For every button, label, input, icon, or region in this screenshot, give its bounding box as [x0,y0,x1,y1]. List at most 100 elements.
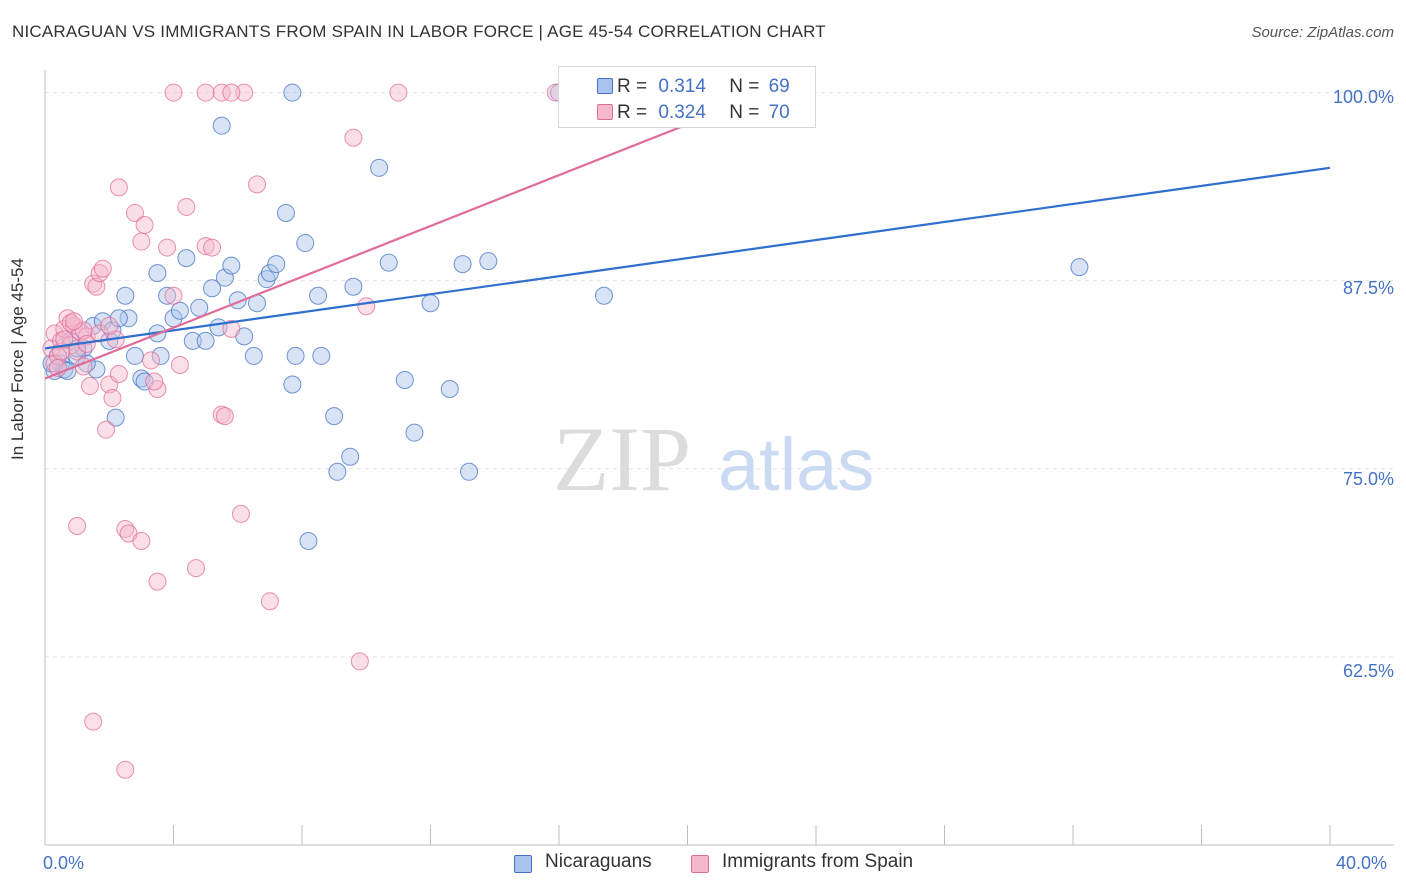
y-tick-100: 100.0% [1332,87,1394,107]
spain-point-39 [222,319,241,338]
spain-point-45 [357,297,376,316]
data-points [42,83,1089,779]
nicaraguans-point-36 [312,346,331,365]
spain-point-43 [344,128,363,147]
spain-point-27 [142,351,161,370]
nicaraguans-point-42 [379,253,398,272]
spain-point-47 [116,760,135,779]
spain-point-36 [203,238,222,257]
nicaraguans-point-46 [440,380,459,399]
y-tick-75: 75.0% [1342,469,1394,489]
nicaraguans-point-35 [309,286,328,305]
nicaraguans-point-37 [325,407,344,426]
spain-point-61 [64,312,83,331]
chart-source: Source: ZipAtlas.com [1251,24,1394,41]
spain-point-54 [68,516,87,535]
spain-trend-line [44,91,769,380]
nicaraguans-point-48 [460,462,479,481]
legend-swatch-pink [597,104,613,120]
nicaraguans-point-21 [196,331,215,350]
legend-n-label: N = [729,102,760,123]
spain-point-62 [55,330,74,349]
spain-point-17 [97,420,116,439]
x-tick-min: 0.0% [43,853,85,873]
nicaraguans-point-20 [190,298,209,317]
legend-label-nicaraguans: Nicaraguans [545,851,652,872]
spain-point-26 [135,216,154,234]
spain-point-42 [260,592,279,611]
watermark: ZIP atlas [553,408,874,510]
nicaraguans-point-30 [260,264,279,283]
spain-point-52 [235,83,254,102]
nicaraguans-point-18 [170,301,189,320]
nicaraguans-point-40 [344,277,363,296]
spain-point-16 [93,259,112,278]
spain-point-41 [248,175,267,194]
legend-swatch-blue [514,855,532,873]
spain-point-14 [87,277,106,296]
nicaraguans-point-22 [203,279,222,298]
nicaraguans-trend-line [44,166,1331,350]
spain-point-38 [215,407,234,426]
nicaraguans-point-32 [276,203,295,222]
nicaraguans-point-44 [405,423,424,442]
spain-point-35 [196,237,215,256]
nicaraguans-point-50 [106,408,125,427]
axes [44,70,1394,846]
nicaraguans-point-49 [479,252,498,271]
spain-point-65 [100,316,119,335]
legend-swatch-blue [597,78,613,94]
watermark-zip: ZIP [553,408,691,510]
spain-point-21 [109,178,128,197]
nicaraguans-point-47 [453,255,472,274]
spain-point-25 [132,232,151,251]
nicaraguans-point-43 [395,371,414,389]
nicaraguans-point-55 [177,249,196,268]
legend-item-spain: Immigrants from Spain [691,851,914,873]
legend-label-spain: Immigrants from Spain [722,851,914,872]
spain-point-1 [45,324,64,343]
spain-point-19 [103,389,122,408]
watermark-atlas: atlas [718,423,874,506]
nicaraguans-point-53 [299,532,318,551]
nicaraguans-point-56 [148,264,167,283]
legend-r-label: R = [617,102,648,123]
nicaraguans-point-52 [283,375,302,394]
nicaraguans-point-33 [286,346,305,365]
nicaraguans-point-41 [370,158,389,177]
spain-point-40 [231,504,250,523]
nicaraguans-point-16 [158,286,177,305]
legend-r-label: R = [617,76,648,97]
nicaraguans-point-15 [151,346,170,365]
nicaraguans-point-28 [244,346,263,365]
nicaraguans-point-39 [341,447,360,466]
spain-point-12 [80,377,99,396]
spain-point-31 [164,286,183,305]
spain-point-29 [148,572,167,591]
chart-title: NICARAGUAN VS IMMIGRANTS FROM SPAIN IN L… [12,22,826,41]
legend-n-label: N = [729,76,760,97]
nicaraguans-point-60 [594,286,613,305]
correlation-legend: R = 0.314 N = 69 R = 0.324 N = 70 [558,66,816,128]
spain-point-20 [109,364,128,383]
spain-point-33 [177,197,196,216]
nicaraguans-point-67 [125,346,144,365]
nicaraguans-point-38 [328,462,347,481]
legend-row-spain: R = 0.324 N = 70 [597,102,790,124]
legend-n-value: 69 [768,76,790,97]
spain-point-69 [222,83,241,102]
trend-lines [44,91,1331,380]
spain-point-30 [158,238,177,257]
nicaraguans-point-62 [283,83,302,102]
y-tick-87-5: 87.5% [1342,278,1394,298]
nicaraguans-point-10 [116,286,135,305]
nicaraguans-point-11 [119,309,138,328]
nicaraguans-point-19 [183,331,202,350]
legend-n-value: 70 [768,102,790,123]
legend-r-value: 0.314 [658,76,706,97]
spain-point-50 [196,83,215,102]
legend-row-nicaraguans: R = 0.314 N = 69 [597,76,790,98]
nicaraguans-point-61 [1070,258,1089,277]
nicaraguans-point-31 [267,255,286,274]
